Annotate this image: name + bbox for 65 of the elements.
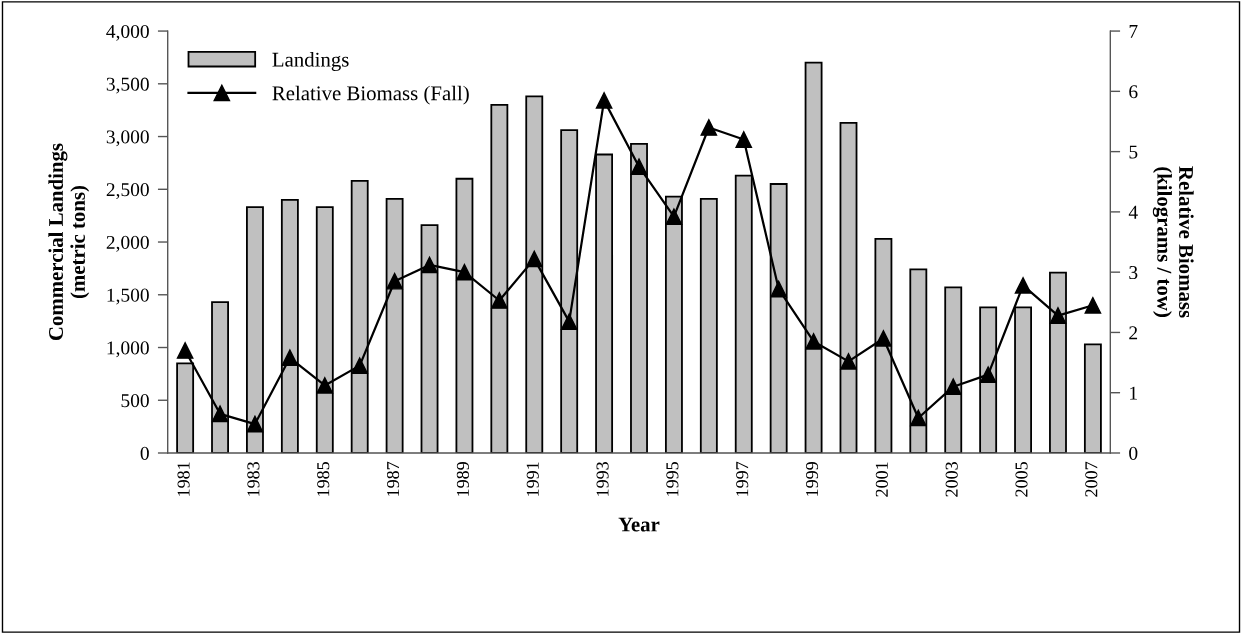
legend-label: Landings — [272, 52, 349, 71]
x-tick-label: 2007 — [1085, 461, 1098, 497]
point — [421, 256, 438, 274]
point — [944, 378, 962, 396]
x-tick-label: 2001 — [875, 462, 888, 497]
point — [770, 280, 787, 298]
y-tick-label: 3,000 — [106, 130, 149, 147]
y2-tick-label: 0 — [1129, 446, 1138, 460]
point — [840, 353, 857, 370]
point — [1014, 277, 1032, 294]
x-tick-label: 1987 — [386, 461, 400, 496]
point — [735, 131, 753, 148]
x-tick-label: 1997 — [736, 461, 749, 496]
point — [560, 313, 578, 330]
point — [176, 342, 194, 359]
point — [665, 208, 683, 226]
y2-tick-label: 6 — [1129, 85, 1138, 99]
y2-axis-title: Relative Biomass (kilograms / tow) — [1152, 166, 1194, 318]
x-tick-label: 1989 — [456, 462, 469, 496]
y-tick-label: 1,000 — [107, 341, 149, 358]
x-tick-label: 1993 — [596, 462, 609, 496]
point — [351, 357, 369, 374]
x-tick-label: 1985 — [317, 462, 330, 496]
bar — [1083, 343, 1102, 453]
y-axis-title: Commercial Landings (metric tons) — [48, 143, 90, 341]
x-tick-label: 1999 — [805, 462, 819, 496]
x-tick-label: 2005 — [1015, 462, 1028, 497]
y2-tick-label: 7 — [1129, 25, 1138, 38]
point — [595, 92, 613, 109]
y-tick-label: 4,000 — [106, 24, 149, 41]
y-tick-label: 3,500 — [106, 77, 149, 94]
y-tick-label: 2,500 — [106, 183, 149, 200]
point — [700, 119, 718, 136]
y-tick-label: 2,000 — [106, 235, 149, 252]
point — [386, 272, 403, 290]
x-tick-label: 1981 — [177, 462, 190, 496]
x-tick-label: 1995 — [666, 462, 679, 496]
point — [281, 349, 299, 367]
point — [1049, 307, 1067, 324]
x-tick-label: 2003 — [945, 462, 958, 497]
point — [491, 292, 508, 309]
x-tick-label: 1991 — [526, 462, 539, 496]
y2-tick-label: 1 — [1130, 386, 1137, 400]
y-tick-label: 500 — [121, 394, 149, 408]
point — [456, 263, 473, 281]
y-tick-label: 1,500 — [107, 288, 149, 305]
legend-label: Relative Biomass (Fall) — [272, 85, 469, 105]
point — [630, 158, 648, 176]
bar — [699, 197, 718, 453]
point — [875, 330, 892, 347]
point — [211, 405, 229, 423]
point — [1084, 296, 1102, 314]
x-axis-title: Year — [618, 517, 660, 532]
y-tick-label: 0 — [140, 446, 149, 460]
x-tick-label: 1983 — [247, 462, 260, 496]
y2-tick-label: 3 — [1129, 266, 1138, 280]
y2-tick-label: 5 — [1129, 145, 1138, 159]
point — [246, 415, 264, 433]
y2-tick-label: 4 — [1128, 205, 1138, 219]
point — [979, 366, 997, 383]
point — [316, 377, 334, 394]
point — [909, 409, 927, 427]
point — [805, 333, 822, 350]
y2-tick-label: 2 — [1129, 326, 1138, 340]
point — [525, 250, 543, 268]
